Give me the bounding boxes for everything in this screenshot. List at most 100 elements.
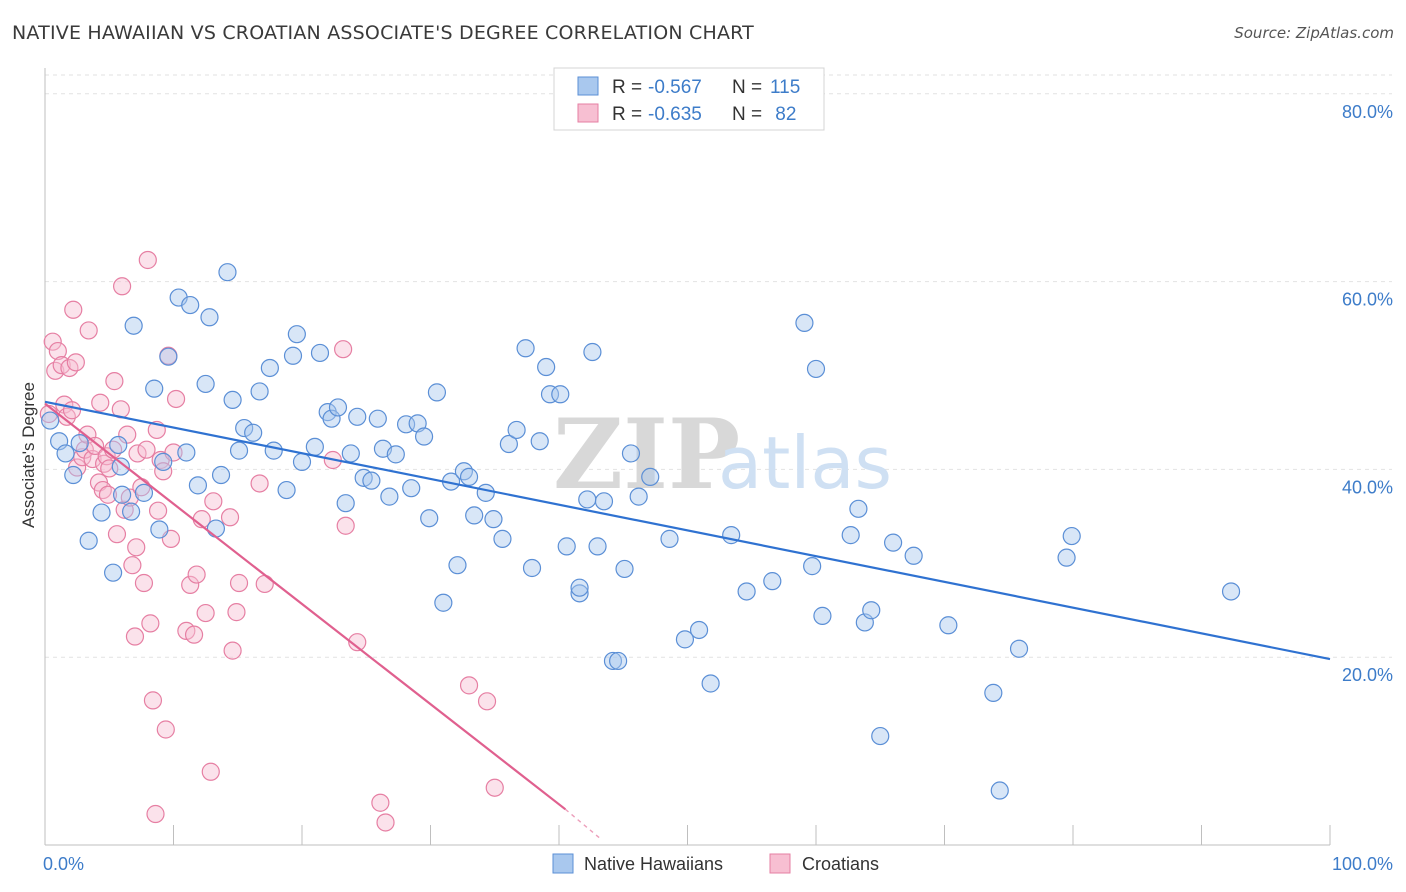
native-hawaiian-point <box>177 443 196 462</box>
native-hawaiian-point <box>211 465 231 485</box>
native-hawaiian-point <box>111 457 130 476</box>
native-hawaiian-point <box>264 441 283 460</box>
native-hawaiian-point <box>540 385 560 404</box>
native-hawaiian-point <box>348 407 367 426</box>
native-hawaiian-point <box>159 347 178 366</box>
croatian-point <box>204 492 223 511</box>
series-legend-label-pink: Croatians <box>802 854 879 874</box>
native-hawaiian-point <box>134 483 154 502</box>
croatian-point <box>336 516 355 535</box>
native-hawaiian-point <box>507 420 526 440</box>
native-hawaiian-point <box>287 325 306 344</box>
native-hawaiian-point <box>675 630 695 649</box>
croatian-point <box>148 501 168 520</box>
legend-n-label-pink: N = <box>732 104 762 125</box>
native-hawaiian-point <box>1221 582 1241 601</box>
native-hawaiian-point <box>641 467 660 487</box>
croatian-point <box>105 372 124 391</box>
croatian-point <box>125 627 145 646</box>
native-hawaiian-point <box>499 434 518 454</box>
native-hawaiian-point <box>427 383 447 402</box>
native-hawaiian-point <box>583 342 602 362</box>
watermark-atlas: atlas <box>718 421 892 505</box>
croatian-point <box>166 389 186 409</box>
croatian-point <box>107 525 127 544</box>
native-hawaiian-point <box>64 465 83 485</box>
native-hawaiian-point <box>260 358 279 378</box>
native-hawaiian-point <box>570 584 589 603</box>
native-hawaiian-point <box>196 374 215 394</box>
native-hawaiian-point <box>362 471 381 490</box>
series-legend-swatch-blue <box>552 853 574 874</box>
croatian-point <box>250 474 269 493</box>
croatian-point <box>227 603 246 622</box>
native-hawaiian-point <box>109 435 128 455</box>
legend-n-value-pink: 82 <box>770 104 796 125</box>
legend-r-label-blue: R = <box>612 77 642 98</box>
y-tick-labels: 20.0% 40.0% 60.0% 80.0% <box>1342 102 1393 685</box>
native-hawaiian-point <box>336 494 355 513</box>
native-hawaiian-point <box>537 357 556 377</box>
native-hawaiian-point <box>305 437 324 456</box>
native-hawaiian-point <box>871 726 890 746</box>
legend-r-value-blue: -0.567 <box>648 77 702 98</box>
croatian-point <box>66 353 85 372</box>
trendlines <box>44 400 1331 839</box>
croatian-point <box>229 573 249 593</box>
native-hawaiian-point <box>188 476 208 495</box>
croatian-point <box>123 556 142 575</box>
native-hawaiian-point <box>448 556 467 575</box>
legend-n-label-blue: N = <box>732 77 762 98</box>
native-hawaiian-point <box>609 651 628 671</box>
legend-n-value-blue: 115 <box>770 77 800 98</box>
native-hawaiian-point <box>414 427 434 446</box>
native-hawaiian-point <box>615 559 634 579</box>
croatian-point <box>138 250 157 270</box>
legend-swatch-pink <box>577 103 599 123</box>
native-hawaiian-point <box>200 308 219 327</box>
native-hawaiian-point <box>522 558 542 578</box>
native-hawaiian-point <box>229 441 249 460</box>
native-hawaiian-point <box>841 526 860 545</box>
native-hawaiian-point <box>434 593 453 612</box>
croatian-point <box>477 692 497 711</box>
series-legend: Native Hawaiians Croatians <box>552 853 879 874</box>
native-hawaiian-point <box>181 295 200 315</box>
native-hawaiian-point <box>1062 526 1081 546</box>
legend-box <box>553 67 825 131</box>
native-hawaiian-point <box>235 418 254 438</box>
croatian-point <box>79 321 98 340</box>
croatian-point <box>154 462 173 481</box>
native-hawaiian-point <box>154 452 173 471</box>
croatian-point <box>187 565 206 584</box>
native-hawaiians-points <box>41 263 1241 800</box>
native-hawaiian-point <box>386 445 405 464</box>
y-tick-label: 80.0% <box>1342 102 1393 122</box>
native-hawaiian-point <box>484 510 503 529</box>
native-hawaiian-point <box>594 492 614 511</box>
native-hawaiian-point <box>629 487 648 506</box>
native-hawaiian-point <box>380 487 399 506</box>
native-hawaiian-point <box>990 781 1009 800</box>
croatian-point <box>137 440 156 459</box>
native-hawaiian-point <box>223 390 242 410</box>
croatian-point <box>348 633 367 652</box>
croatian-point <box>459 676 479 695</box>
croatian-point <box>64 300 83 319</box>
croatian-trendline <box>44 402 567 811</box>
native-hawaiian-point <box>292 452 312 471</box>
legend-swatch-blue <box>577 76 599 96</box>
native-hawaiian-point <box>803 557 822 576</box>
axes <box>44 68 1331 846</box>
native-hawaiian-point <box>459 467 479 487</box>
native-hawaiian-point <box>516 339 535 358</box>
croatian-point <box>98 485 118 504</box>
croatian-point <box>118 425 137 444</box>
native-hawaiian-point <box>206 519 226 538</box>
x-tick-labels: 0.0% 100.0% <box>43 854 1393 874</box>
native-hawaiian-point <box>621 444 641 463</box>
native-hawaiian-point <box>795 313 814 333</box>
native-hawaiian-point <box>476 483 495 502</box>
native-hawaiian-point <box>310 343 330 363</box>
croatian-point <box>196 603 215 623</box>
